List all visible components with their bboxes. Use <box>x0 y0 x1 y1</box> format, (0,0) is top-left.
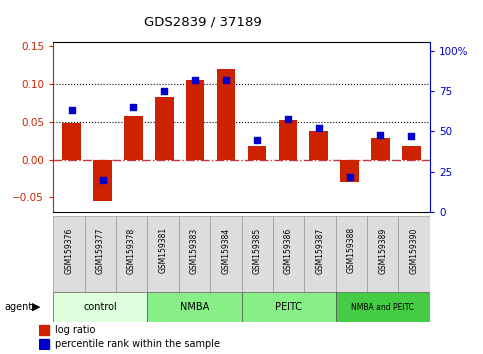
Bar <box>402 146 421 160</box>
Point <box>68 108 75 113</box>
Text: control: control <box>84 302 117 312</box>
Bar <box>273 216 304 292</box>
Bar <box>217 69 235 160</box>
Point <box>222 77 230 82</box>
Bar <box>155 97 173 160</box>
Text: NMBA: NMBA <box>180 302 209 312</box>
Point <box>408 133 415 139</box>
Point <box>253 137 261 142</box>
Point <box>284 116 292 121</box>
Bar <box>279 120 297 160</box>
Text: GSM159376: GSM159376 <box>64 227 73 274</box>
Point <box>377 132 384 138</box>
Text: GSM159378: GSM159378 <box>127 227 136 274</box>
Bar <box>93 160 112 201</box>
Text: GSM159377: GSM159377 <box>96 227 105 274</box>
Bar <box>310 131 328 160</box>
Text: GSM159381: GSM159381 <box>158 227 168 274</box>
Point <box>315 125 323 131</box>
Text: ▶: ▶ <box>32 302 41 312</box>
Text: GSM159384: GSM159384 <box>221 227 230 274</box>
Bar <box>304 216 336 292</box>
Bar <box>147 216 179 292</box>
Text: GSM159390: GSM159390 <box>410 227 419 274</box>
Bar <box>367 216 398 292</box>
Text: GSM159387: GSM159387 <box>315 227 325 274</box>
Bar <box>39 325 49 335</box>
Text: GSM159389: GSM159389 <box>378 227 387 274</box>
Bar <box>147 292 242 322</box>
Bar <box>336 216 367 292</box>
Point <box>191 77 199 82</box>
Bar <box>39 339 49 349</box>
Point <box>160 88 168 94</box>
Bar <box>62 123 81 160</box>
Text: GSM159388: GSM159388 <box>347 227 356 274</box>
Text: agent: agent <box>5 302 33 312</box>
Bar <box>186 80 204 160</box>
Text: GSM159385: GSM159385 <box>253 227 262 274</box>
Bar <box>53 216 85 292</box>
Bar <box>210 216 242 292</box>
Bar <box>248 146 266 160</box>
Bar <box>179 216 210 292</box>
Bar <box>398 216 430 292</box>
Point <box>99 177 106 183</box>
Point <box>346 174 354 179</box>
Bar <box>124 116 142 160</box>
Bar <box>242 292 336 322</box>
Bar <box>53 292 147 322</box>
Text: PEITC: PEITC <box>275 302 302 312</box>
Text: NMBA and PEITC: NMBA and PEITC <box>351 303 414 312</box>
Bar <box>371 138 390 160</box>
Text: GDS2839 / 37189: GDS2839 / 37189 <box>144 16 262 29</box>
Text: GSM159383: GSM159383 <box>190 227 199 274</box>
Bar <box>336 292 430 322</box>
Bar <box>242 216 273 292</box>
Bar <box>85 216 116 292</box>
Point <box>129 104 137 110</box>
Text: log ratio: log ratio <box>55 325 96 335</box>
Text: GSM159386: GSM159386 <box>284 227 293 274</box>
Bar <box>116 216 147 292</box>
Text: percentile rank within the sample: percentile rank within the sample <box>55 339 220 349</box>
Bar <box>341 160 359 182</box>
